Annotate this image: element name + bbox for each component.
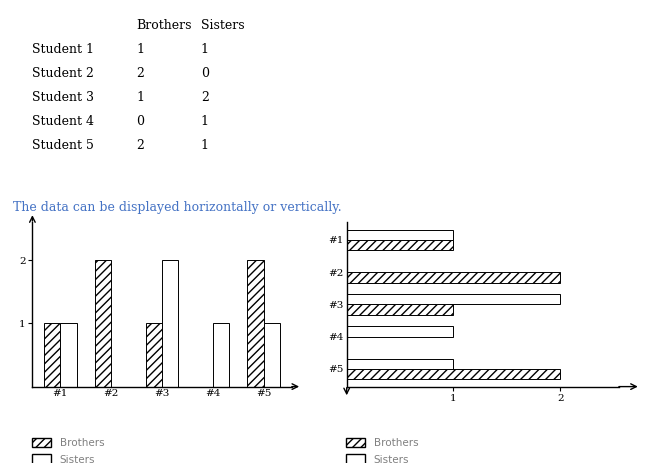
Bar: [347, 240, 454, 250]
Bar: [95, 260, 111, 387]
Text: Student 1: Student 1: [32, 43, 95, 56]
Bar: [347, 294, 560, 305]
Bar: [347, 326, 454, 337]
Text: 1: 1: [201, 43, 209, 56]
Bar: [347, 230, 454, 240]
Bar: [264, 323, 280, 387]
Bar: [248, 260, 264, 387]
Text: Brothers: Brothers: [136, 19, 192, 31]
Bar: [347, 358, 454, 369]
Bar: [347, 305, 454, 315]
Bar: [213, 323, 229, 387]
Text: 2: 2: [136, 67, 144, 80]
Text: 2: 2: [136, 139, 144, 152]
Legend: Brothers, Sisters: Brothers, Sisters: [32, 438, 104, 463]
Bar: [60, 323, 76, 387]
Text: 1: 1: [136, 91, 144, 104]
Text: Student 5: Student 5: [32, 139, 94, 152]
Text: Student 4: Student 4: [32, 115, 95, 128]
Text: 1: 1: [136, 43, 144, 56]
Text: 0: 0: [136, 115, 144, 128]
Text: 0: 0: [201, 67, 209, 80]
Bar: [146, 323, 162, 387]
Text: Student 3: Student 3: [32, 91, 95, 104]
Bar: [347, 272, 560, 282]
Text: The data can be displayed horizontally or vertically.: The data can be displayed horizontally o…: [13, 201, 341, 214]
Legend: Brothers, Sisters: Brothers, Sisters: [347, 438, 418, 463]
Text: 1: 1: [201, 115, 209, 128]
Bar: [44, 323, 60, 387]
Text: Student 2: Student 2: [32, 67, 94, 80]
Text: 1: 1: [201, 139, 209, 152]
Text: 2: 2: [201, 91, 209, 104]
Bar: [347, 369, 560, 379]
Bar: [162, 260, 178, 387]
Text: Sisters: Sisters: [201, 19, 244, 31]
